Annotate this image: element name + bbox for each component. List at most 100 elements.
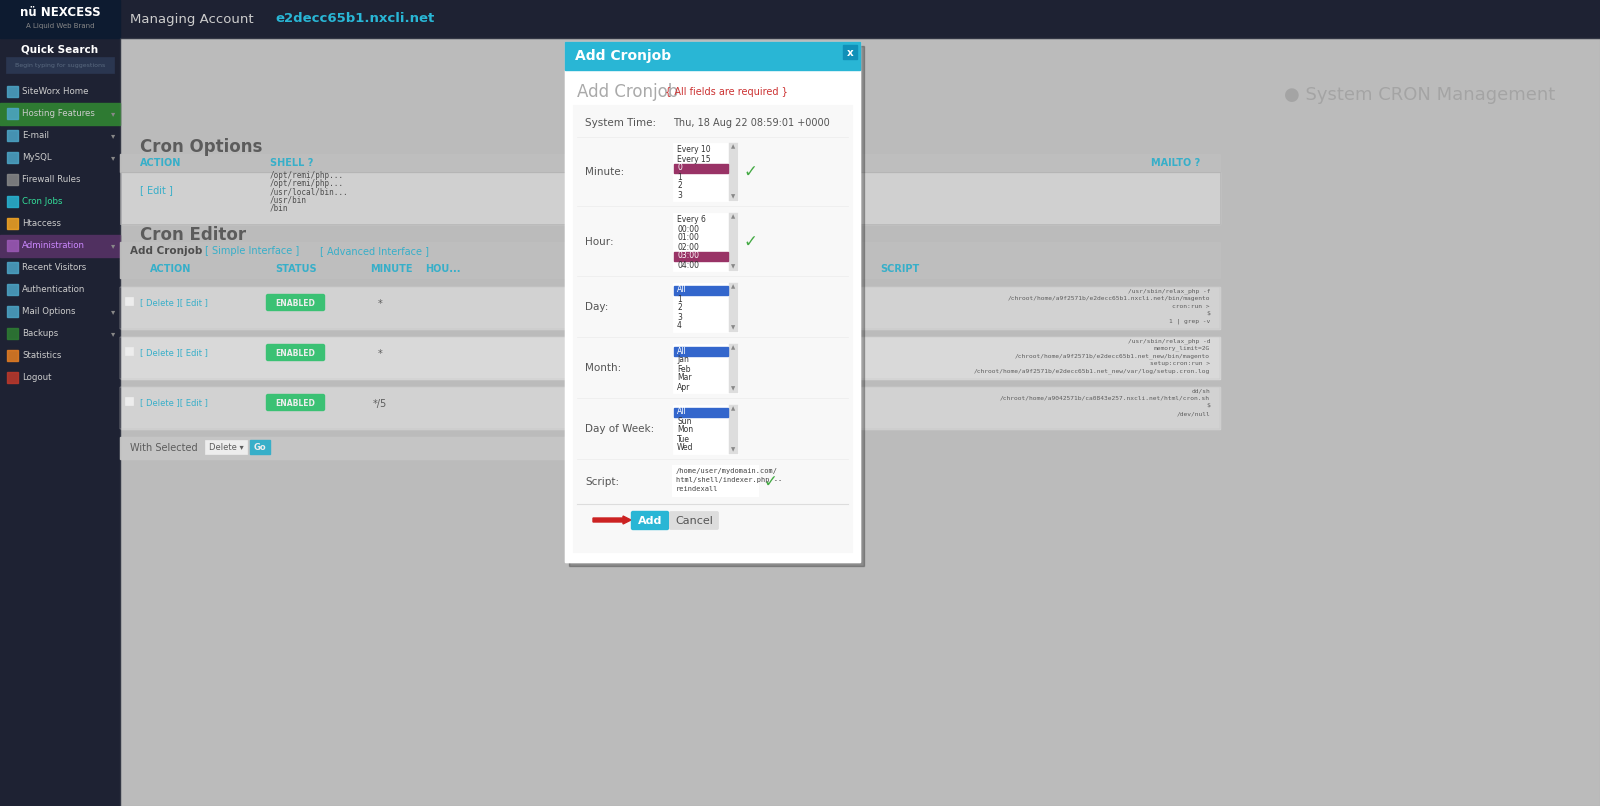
Text: /chroot/home/a9042571b/ca0843e257.nxcli.net/html/cron.sh: /chroot/home/a9042571b/ca0843e257.nxcli.… xyxy=(1000,396,1210,401)
Text: 2: 2 xyxy=(677,304,682,313)
Text: Statistics: Statistics xyxy=(22,351,61,360)
Text: Delete ▾: Delete ▾ xyxy=(208,443,243,452)
Text: Quick Search: Quick Search xyxy=(21,45,99,55)
Text: ▾: ▾ xyxy=(110,330,115,339)
Bar xyxy=(674,164,728,172)
Text: ENABLED: ENABLED xyxy=(275,300,315,309)
Bar xyxy=(674,405,738,454)
Bar xyxy=(120,437,621,459)
Text: Mail Options: Mail Options xyxy=(22,308,75,317)
Text: 4: 4 xyxy=(677,322,682,330)
Text: /home/user/mydomain.com/: /home/user/mydomain.com/ xyxy=(675,468,778,474)
Text: /usr/sbin/relax_php -f: /usr/sbin/relax_php -f xyxy=(1128,289,1210,294)
Text: Logout: Logout xyxy=(22,373,51,383)
Bar xyxy=(6,240,18,251)
Text: 1 | grep -v: 1 | grep -v xyxy=(1168,318,1210,324)
Text: [ Edit ]: [ Edit ] xyxy=(141,185,173,195)
Text: 04:00: 04:00 xyxy=(677,260,699,269)
Text: [ Simple Interface ]: [ Simple Interface ] xyxy=(205,246,299,256)
Bar xyxy=(120,387,1221,429)
Text: With Selected: With Selected xyxy=(130,443,198,453)
Text: Day:: Day: xyxy=(586,302,608,312)
FancyBboxPatch shape xyxy=(267,294,325,310)
Text: Hosting Features: Hosting Features xyxy=(22,110,94,118)
Bar xyxy=(120,172,1221,224)
Bar xyxy=(570,46,864,566)
Bar xyxy=(120,242,1221,260)
Text: MAILTO ?: MAILTO ? xyxy=(1150,158,1200,168)
Bar xyxy=(120,287,1221,329)
Text: HOU...: HOU... xyxy=(426,264,461,274)
Text: html/shell/indexer.php --: html/shell/indexer.php -- xyxy=(675,477,782,483)
Bar xyxy=(573,105,851,552)
Text: Recent Visitors: Recent Visitors xyxy=(22,264,86,272)
Text: ▾: ▾ xyxy=(110,110,115,118)
Text: [ Delete ][ Edit ]: [ Delete ][ Edit ] xyxy=(141,398,208,408)
Bar xyxy=(6,152,18,163)
Bar xyxy=(6,130,18,141)
Text: All: All xyxy=(677,347,686,355)
Text: 01:00: 01:00 xyxy=(677,234,699,243)
Bar xyxy=(0,235,120,257)
Text: System Time:: System Time: xyxy=(586,118,656,128)
Bar xyxy=(6,284,18,295)
Bar xyxy=(674,213,738,271)
Text: SiteWorx Home: SiteWorx Home xyxy=(22,88,88,97)
Bar xyxy=(674,347,728,355)
FancyBboxPatch shape xyxy=(267,344,325,360)
Text: Cancel: Cancel xyxy=(675,517,714,526)
Text: /usr/sbin/relax_php -d: /usr/sbin/relax_php -d xyxy=(1128,339,1210,344)
Bar xyxy=(674,408,728,417)
Bar xyxy=(6,328,18,339)
Bar xyxy=(6,174,18,185)
Bar xyxy=(674,344,738,393)
Text: ▲: ▲ xyxy=(731,144,736,149)
Text: dd/sh: dd/sh xyxy=(1192,388,1210,393)
Text: /chroot/home/a9f2571b/e2decc65b1.net_new/var/log/setup.cron.log: /chroot/home/a9f2571b/e2decc65b1.net_new… xyxy=(974,368,1210,374)
Text: Mar: Mar xyxy=(677,373,691,383)
Bar xyxy=(120,260,1221,278)
Bar xyxy=(6,57,114,73)
Text: Feb: Feb xyxy=(677,364,691,373)
Text: ▲: ▲ xyxy=(731,406,736,412)
Text: MySQL: MySQL xyxy=(22,153,51,163)
Text: ▾: ▾ xyxy=(110,153,115,163)
Bar xyxy=(120,287,1221,329)
Bar xyxy=(120,172,1221,224)
Text: Cron Jobs: Cron Jobs xyxy=(22,197,62,206)
Bar xyxy=(0,0,1600,38)
Bar xyxy=(843,45,858,59)
Bar xyxy=(674,251,728,260)
Bar xyxy=(205,440,246,454)
Text: Add Cronjob: Add Cronjob xyxy=(574,49,670,63)
Text: [ Delete ][ Edit ]: [ Delete ][ Edit ] xyxy=(141,348,208,358)
Text: *: * xyxy=(378,349,382,359)
Text: 3: 3 xyxy=(677,190,682,200)
Text: MINUTE: MINUTE xyxy=(370,264,413,274)
Text: Add: Add xyxy=(638,517,662,526)
Bar xyxy=(0,38,120,806)
Text: E-mail: E-mail xyxy=(22,131,50,140)
Bar xyxy=(0,0,120,38)
Text: ENABLED: ENABLED xyxy=(275,350,315,359)
Text: SCRIPT: SCRIPT xyxy=(880,264,920,274)
Bar xyxy=(674,143,738,201)
Text: ACTION: ACTION xyxy=(150,264,192,274)
Text: 03:00: 03:00 xyxy=(677,251,699,260)
Text: Firewall Rules: Firewall Rules xyxy=(22,176,80,185)
Text: ▼: ▼ xyxy=(731,387,736,392)
Bar xyxy=(6,306,18,317)
Text: Jan: Jan xyxy=(677,355,690,364)
Text: */5: */5 xyxy=(373,399,387,409)
Bar xyxy=(6,218,18,229)
Text: Every 10: Every 10 xyxy=(677,146,710,155)
Text: ● System CRON Management: ● System CRON Management xyxy=(1285,86,1555,104)
Text: SHELL ?: SHELL ? xyxy=(270,158,314,168)
Text: Begin typing for suggestions: Begin typing for suggestions xyxy=(14,63,106,68)
FancyBboxPatch shape xyxy=(632,512,669,530)
Text: 0: 0 xyxy=(677,164,682,172)
Text: Go: Go xyxy=(254,443,266,452)
Text: x: x xyxy=(846,48,853,57)
Text: Sun: Sun xyxy=(677,417,691,426)
Text: Wed: Wed xyxy=(677,443,693,452)
